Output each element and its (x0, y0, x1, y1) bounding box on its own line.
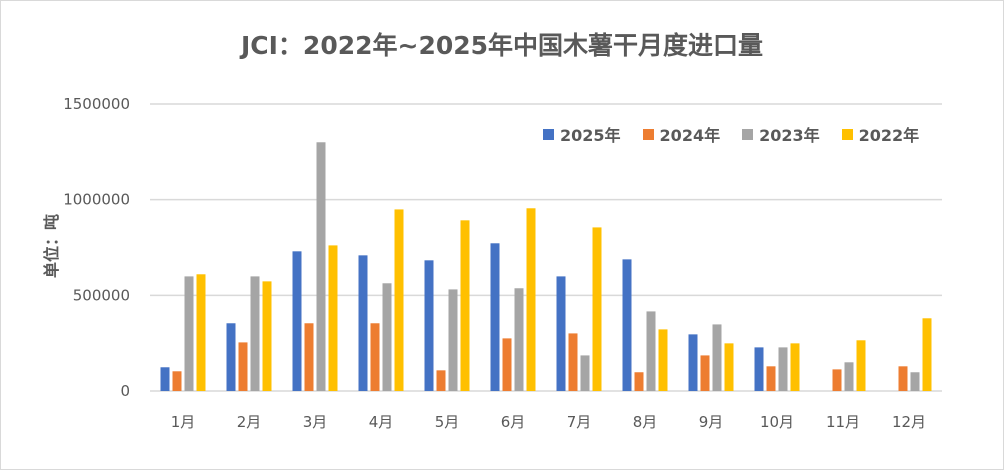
bar-2023年-3月 (316, 142, 326, 391)
bar-2025年-5月 (424, 260, 434, 391)
bar-2022年-9月 (724, 343, 734, 391)
bar-2025年-7月 (556, 276, 566, 391)
y-tick-label: 0 (120, 382, 130, 400)
legend-label: 2025年 (560, 126, 621, 145)
x-tick-label: 8月 (633, 413, 658, 431)
x-tick-label: 12月 (892, 413, 926, 431)
x-tick-label: 1月 (171, 413, 196, 431)
bar-2024年-4月 (370, 323, 380, 391)
bar-2024年-10月 (766, 366, 776, 391)
bar-2023年-10月 (778, 347, 788, 391)
bar-2022年-1月 (196, 274, 206, 391)
bar-2022年-8月 (658, 329, 668, 391)
bar-2024年-7月 (568, 333, 578, 391)
bar-2024年-9月 (700, 355, 710, 391)
bar-2022年-6月 (526, 208, 536, 391)
bar-2023年-4月 (382, 283, 392, 391)
bar-2024年-12月 (898, 366, 908, 391)
x-tick-label: 10月 (760, 413, 794, 431)
bar-2023年-6月 (514, 288, 524, 391)
bar-2023年-12月 (910, 372, 920, 391)
legend-item: 2022年 (841, 122, 920, 146)
x-tick-label: 11月 (826, 413, 860, 431)
x-tick-label: 7月 (567, 413, 592, 431)
bar-2022年-3月 (328, 245, 338, 391)
bar-2025年-4月 (358, 255, 368, 391)
legend-swatch (642, 128, 654, 140)
legend-label: 2023年 (759, 126, 820, 145)
x-tick-label: 3月 (303, 413, 328, 431)
bar-2022年-10月 (790, 343, 800, 391)
y-tick-label: 1000000 (63, 191, 130, 209)
chart-title: JCI：2022年~2025年中国木薯干月度进口量 (240, 31, 764, 60)
bar-2024年-1月 (172, 371, 182, 391)
x-tick-label: 6月 (501, 413, 526, 431)
bar-2025年-6月 (490, 243, 500, 391)
bar-2024年-6月 (502, 338, 512, 391)
bar-2023年-8月 (646, 311, 656, 391)
legend-item: 2025年 (543, 122, 621, 146)
x-tick-label: 9月 (699, 413, 724, 431)
bar-2023年-9月 (712, 324, 722, 391)
legend-swatch (841, 128, 853, 140)
bar-2022年-7月 (592, 227, 602, 391)
bar-2025年-2月 (226, 323, 236, 391)
bar-2023年-1月 (184, 276, 194, 391)
bar-2025年-8月 (622, 259, 632, 391)
legend-label: 2022年 (858, 126, 920, 145)
legend-swatch (543, 128, 554, 140)
bar-2022年-5月 (460, 220, 470, 391)
bar-2024年-2月 (238, 342, 248, 391)
bar-2022年-2月 (262, 281, 272, 391)
bar-2025年-10月 (754, 347, 764, 391)
bar-2023年-11月 (844, 362, 854, 391)
bar-2024年-5月 (436, 370, 446, 391)
x-tick-label: 2月 (237, 413, 262, 431)
bar-2023年-7月 (580, 355, 590, 391)
legend-item: 2024年 (642, 122, 721, 146)
bar-2024年-8月 (634, 372, 644, 391)
y-tick-label: 1500000 (63, 95, 130, 113)
y-tick-label: 500000 (73, 286, 130, 304)
bar-2024年-11月 (832, 369, 842, 391)
bar-2025年-1月 (160, 367, 170, 391)
legend-label: 2024年 (659, 126, 721, 145)
legend: 2025年 2024年 2023年 2022年 (543, 122, 919, 146)
x-tick-label: 4月 (369, 413, 394, 431)
bar-2022年-4月 (394, 209, 404, 391)
bar-2022年-11月 (856, 340, 866, 391)
bar-2023年-2月 (250, 276, 260, 391)
legend-swatch (742, 128, 754, 140)
bar-2025年-3月 (292, 251, 302, 391)
bar-2022年-12月 (922, 318, 932, 391)
legend-item: 2023年 (742, 122, 820, 146)
bar-2025年-9月 (688, 334, 698, 391)
bar-2023年-5月 (448, 289, 458, 391)
x-tick-label: 5月 (435, 413, 460, 431)
bar-2024年-3月 (304, 323, 314, 391)
